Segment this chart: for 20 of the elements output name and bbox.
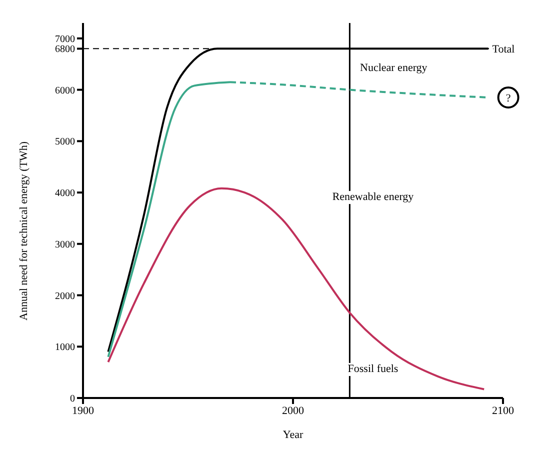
x-axis-title: Year <box>282 429 304 441</box>
line-series <box>107 187 486 390</box>
y-tick-label: 5000 <box>55 136 75 148</box>
annotation: Fossil fuels <box>346 363 400 376</box>
y-tick-label: 4000 <box>55 188 75 200</box>
y-tick-label: 2000 <box>55 290 75 302</box>
y-tick-label: 0 <box>70 394 75 405</box>
annotation: Nuclear energy <box>358 62 430 75</box>
y-tick-label: 7000 <box>55 34 75 45</box>
x-tick-label: 2100 <box>492 404 514 417</box>
annotation: Total <box>492 44 515 56</box>
annotation: ? <box>506 92 511 104</box>
y-tick-label: 6800 <box>55 44 75 56</box>
annotation: Renewable energy <box>330 191 416 204</box>
x-tick-label: 2000 <box>282 404 304 417</box>
y-tick-label: 3000 <box>55 239 75 250</box>
y-tick-label: 6000 <box>55 85 75 96</box>
x-tick-label: 1900 <box>72 404 94 417</box>
y-axis-title: Annual need for technical energy (TWh) <box>18 141 30 320</box>
y-tick-label: 1000 <box>55 342 75 354</box>
